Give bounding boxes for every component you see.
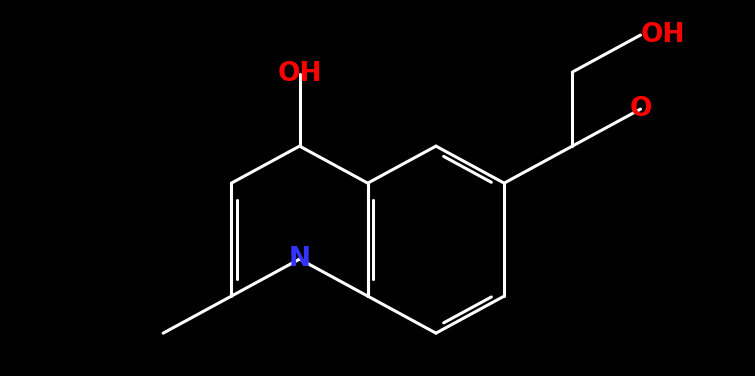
Text: OH: OH [277, 61, 322, 87]
Text: N: N [288, 246, 310, 272]
Text: O: O [629, 96, 652, 122]
Text: OH: OH [640, 22, 685, 48]
